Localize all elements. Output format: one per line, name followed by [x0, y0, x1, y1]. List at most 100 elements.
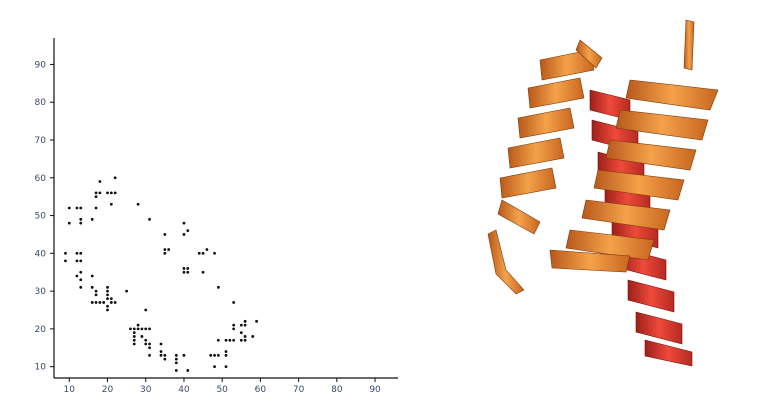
data-point: [94, 191, 98, 195]
data-point: [232, 338, 236, 342]
data-point: [239, 323, 243, 327]
data-point: [163, 233, 167, 236]
data-point: [186, 270, 190, 274]
data-point: [140, 327, 144, 331]
data-point: [243, 323, 247, 327]
data-point: [163, 248, 167, 251]
data-point: [125, 289, 129, 293]
data-point: [144, 308, 148, 312]
data-point: [174, 361, 178, 365]
data-point: [148, 327, 151, 331]
data-point: [67, 206, 71, 210]
data-point: [94, 195, 98, 199]
data-point: [255, 319, 258, 323]
data-point: [79, 270, 83, 274]
y-tick-label: 60: [35, 174, 47, 184]
data-point: [136, 327, 140, 331]
data-point: [144, 327, 148, 331]
data-point: [113, 191, 117, 195]
data-point: [201, 251, 205, 255]
data-point: [79, 221, 83, 225]
data-point: [182, 353, 186, 357]
y-tick-label: 10: [35, 363, 47, 373]
y-ticks: 10 20 30 40 50 60 70 80 90: [35, 60, 54, 373]
x-tick-label: 50: [216, 385, 228, 395]
data-point: [106, 293, 109, 297]
data-point: [113, 176, 117, 180]
x-tick-label: 10: [64, 385, 76, 395]
data-point: [232, 301, 236, 304]
data-point: [140, 335, 144, 338]
data-point: [216, 338, 220, 342]
data-point: [209, 353, 213, 357]
data-point: [79, 259, 83, 263]
data-point: [106, 304, 109, 308]
data-point: [232, 323, 236, 327]
data-point: [174, 353, 178, 357]
data-point: [182, 221, 186, 225]
data-point: [67, 221, 71, 225]
data-point: [174, 369, 178, 372]
data-point: [90, 285, 94, 289]
data-point: [79, 285, 83, 289]
data-point: [98, 180, 102, 183]
data-point: [224, 338, 228, 342]
x-ticks: 10 20 30 40 50 60 70 80 90: [64, 378, 381, 395]
data-point: [216, 285, 220, 289]
data-point: [243, 338, 247, 342]
data-point: [159, 350, 163, 353]
data-point: [239, 338, 243, 342]
data-point: [113, 301, 117, 304]
data-point: [132, 335, 136, 338]
x-tick-label: 30: [140, 385, 152, 395]
data-point: [144, 342, 148, 346]
y-tick-label: 30: [35, 287, 47, 297]
data-point: [186, 267, 190, 270]
data-point: [148, 346, 151, 350]
data-point: [64, 259, 67, 263]
data-point: [98, 301, 102, 304]
data-point: [167, 248, 171, 251]
data-point: [102, 301, 106, 304]
data-point: [182, 270, 186, 274]
data-point: [109, 202, 113, 206]
y-tick-label: 20: [35, 325, 47, 335]
y-tick-label: 90: [35, 60, 47, 70]
data-point: [205, 248, 209, 251]
data-point: [163, 357, 167, 361]
protein-ribbon-icon: [487, 19, 719, 367]
data-point: [186, 229, 190, 233]
data-point: [163, 353, 167, 357]
data-point: [79, 206, 83, 210]
orange-helix-right: [549, 19, 719, 273]
data-point: [106, 285, 109, 289]
data-point: [201, 270, 205, 274]
data-point: [159, 342, 163, 346]
data-point: [106, 289, 109, 293]
data-point: [106, 191, 109, 195]
data-point: [136, 202, 140, 206]
data-point: [75, 259, 79, 263]
data-point: [148, 342, 151, 346]
data-point: [94, 206, 98, 210]
x-tick-label: 80: [331, 385, 343, 395]
data-point: [228, 338, 232, 342]
data-point: [94, 293, 98, 297]
data-point: [182, 267, 186, 270]
y-tick-label: 50: [35, 212, 47, 222]
data-point: [239, 331, 243, 335]
data-point: [132, 331, 136, 335]
data-point: [90, 301, 94, 304]
data-point: [182, 233, 186, 236]
data-point: [136, 323, 140, 327]
data-point: [79, 278, 83, 282]
data-point: [148, 353, 151, 357]
data-point: [64, 251, 67, 255]
data-point: [109, 297, 113, 301]
data-point: [174, 357, 178, 361]
data-point: [148, 217, 151, 221]
data-point: [129, 327, 132, 331]
y-tick-label: 40: [35, 249, 47, 259]
data-point: [109, 191, 113, 195]
x-tick-label: 70: [293, 385, 305, 395]
